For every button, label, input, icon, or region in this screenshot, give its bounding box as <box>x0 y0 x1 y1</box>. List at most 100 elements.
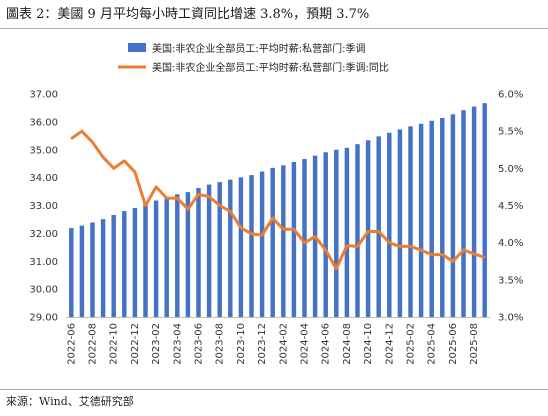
x-tick-label: 2022-10 <box>109 323 120 365</box>
line-point <box>155 186 157 188</box>
line-point <box>197 193 200 195</box>
line-point <box>176 197 178 199</box>
bar <box>334 149 339 317</box>
left-tick-label: 34.00 <box>29 173 58 184</box>
x-tick-label: 2023-08 <box>215 323 226 365</box>
bar <box>291 162 297 317</box>
line-point <box>144 204 147 207</box>
left-axis: 29.00 30.00 31.00 32.00 33.00 34.00 35.00 36.00… <box>29 90 58 324</box>
bar <box>164 198 169 317</box>
x-tick-label: 2023-04 <box>172 323 183 365</box>
left-tick-label: 32.00 <box>29 229 58 240</box>
bar <box>323 152 328 317</box>
line-point <box>399 245 401 247</box>
source-note: 來源：Wind、艾德研究部 <box>6 395 134 408</box>
line-series <box>70 129 486 271</box>
line-point <box>462 249 465 251</box>
x-tick-label: 2025-06 <box>448 323 459 365</box>
bar <box>90 222 95 317</box>
bar <box>206 184 212 317</box>
bar <box>429 120 434 317</box>
left-tick-label: 30.00 <box>29 285 58 296</box>
line-point <box>282 228 284 230</box>
bar <box>238 177 244 317</box>
line-point <box>102 156 104 158</box>
line-point <box>81 130 83 132</box>
line-point <box>314 236 316 238</box>
line-point <box>356 245 359 247</box>
line-point <box>91 141 94 143</box>
x-axis: 2022-06 2022-08 2022-10 2022-12 2023-02 2023-… <box>66 317 490 365</box>
chart-title: 圖表 2：美國 9 月平均每小時工資同比增速 3.8%，預期 3.7% <box>6 7 370 22</box>
bar <box>450 114 456 317</box>
right-tick-label: 4.0% <box>498 238 523 249</box>
left-tick-label: 36.00 <box>29 117 58 128</box>
bar <box>69 228 74 317</box>
bar <box>122 211 127 317</box>
x-tick-label: 2022-08 <box>88 323 99 365</box>
line-point <box>484 256 486 259</box>
x-tick-label: 2023-12 <box>257 323 268 365</box>
x-tick-label: 2025-02 <box>406 323 417 365</box>
right-tick-label: 4.5% <box>498 201 523 212</box>
x-tick-label: 2022-12 <box>130 323 141 365</box>
line-point <box>208 195 210 198</box>
left-tick-label: 35.00 <box>29 145 58 156</box>
x-tick-label: 2024-02 <box>278 323 289 365</box>
legend-label-line: 美国:非农企业全部员工:平均时薪:私营部门:季调:同比 <box>152 61 389 74</box>
chart-plot: 美国:非农企业全部员工:平均时薪:私营部门:季调 美国:非农企业全部员工:平均时… <box>29 42 523 365</box>
line-point <box>367 230 369 233</box>
legend: 美国:非农企业全部员工:平均时薪:私营部门:季调 美国:非农企业全部员工:平均时… <box>118 42 389 74</box>
x-tick-label: 2025-08 <box>469 323 480 365</box>
line-point <box>473 253 475 255</box>
right-tick-label: 6.0% <box>498 90 523 101</box>
bar <box>418 123 424 317</box>
line-point <box>431 253 433 256</box>
footer-divider <box>0 389 548 390</box>
line-point <box>303 242 306 244</box>
line-point <box>378 230 380 233</box>
left-tick-label: 29.00 <box>29 313 58 324</box>
x-tick-label: 2025-04 <box>427 323 438 365</box>
line-point <box>250 233 253 235</box>
bar <box>461 110 466 317</box>
line-point <box>335 268 337 270</box>
right-axis: 3.0% 3.5% 4.0% 4.5% 5.0% 5.5% 6.0% <box>498 90 523 324</box>
bar <box>100 219 106 317</box>
bar <box>408 126 413 318</box>
legend-label-bars: 美国:非农企业全部员工:平均时薪:私营部门:季调 <box>152 42 365 55</box>
title-divider <box>0 28 548 29</box>
x-tick-label: 2023-06 <box>194 323 205 365</box>
bar <box>482 103 487 317</box>
line-point <box>388 242 390 244</box>
line-point <box>452 260 454 262</box>
line-point <box>420 249 422 251</box>
bar <box>111 214 116 317</box>
bar <box>365 140 371 317</box>
right-tick-label: 5.0% <box>498 164 523 175</box>
line-point <box>325 249 327 251</box>
x-tick-label: 2024-12 <box>384 323 395 365</box>
right-tick-label: 5.5% <box>498 127 523 138</box>
bar <box>217 182 222 317</box>
line-point <box>134 171 136 173</box>
bar <box>471 106 477 317</box>
line-point <box>219 204 221 207</box>
line-point <box>441 253 443 256</box>
line-point <box>229 210 231 213</box>
line-point <box>166 197 168 199</box>
bar <box>440 117 445 317</box>
left-tick-label: 37.00 <box>29 90 58 101</box>
bar <box>270 167 275 317</box>
bar <box>344 147 350 317</box>
x-tick-label: 2024-10 <box>363 323 374 365</box>
line-path <box>70 129 486 271</box>
bar <box>376 136 381 317</box>
x-tick-label: 2022-06 <box>66 323 77 365</box>
bar <box>355 144 360 317</box>
bar <box>397 129 403 317</box>
line-point <box>261 234 263 236</box>
bar <box>175 194 180 317</box>
x-tick-label: 2023-10 <box>236 323 247 365</box>
